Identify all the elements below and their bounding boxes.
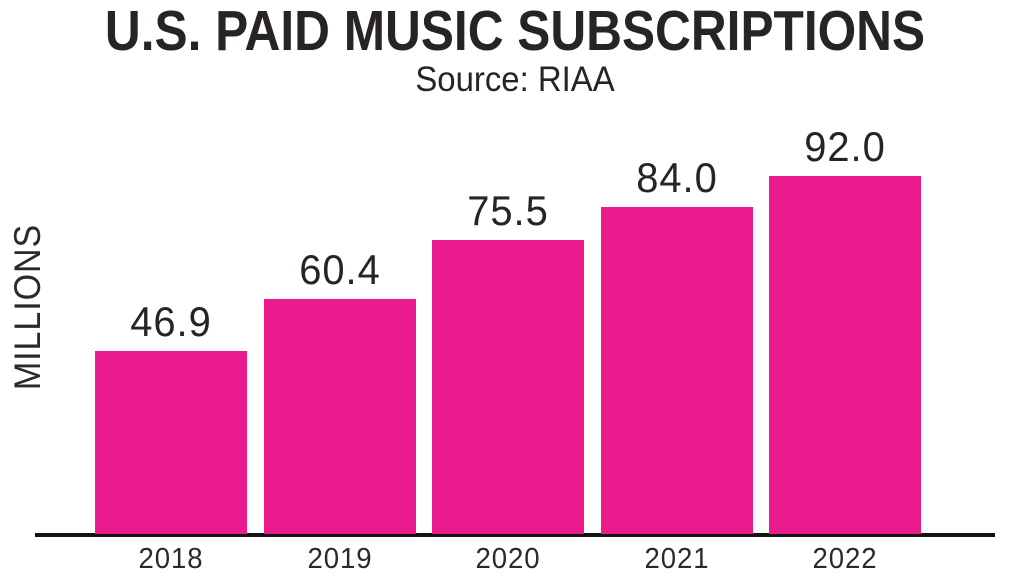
bar-value-label: 92.0 bbox=[804, 123, 887, 170]
bar-2018 bbox=[95, 351, 247, 534]
x-tick-label: 2022 bbox=[812, 543, 878, 575]
bar-2021 bbox=[600, 207, 753, 534]
bar-2022 bbox=[769, 176, 922, 534]
bar-value-label: 75.5 bbox=[467, 187, 549, 234]
chart-title: U.S. PAID MUSIC SUBSCRIPTIONS bbox=[104, 0, 926, 63]
x-axis-line bbox=[35, 533, 995, 537]
y-axis-label: MILLIONS bbox=[7, 223, 48, 391]
chart-subtitle: Source: RIAA bbox=[415, 60, 615, 99]
x-tick-label: 2019 bbox=[307, 543, 373, 575]
bar-2019 bbox=[263, 299, 416, 534]
x-tick-label: 2020 bbox=[475, 543, 541, 575]
bar-value-label: 46.9 bbox=[130, 298, 212, 345]
bar-2020 bbox=[432, 240, 585, 534]
x-tick-label: 2018 bbox=[138, 543, 204, 575]
x-tick-label: 2021 bbox=[644, 543, 710, 575]
bar-value-label: 60.4 bbox=[298, 246, 381, 293]
bar-value-label: 84.0 bbox=[636, 154, 718, 201]
